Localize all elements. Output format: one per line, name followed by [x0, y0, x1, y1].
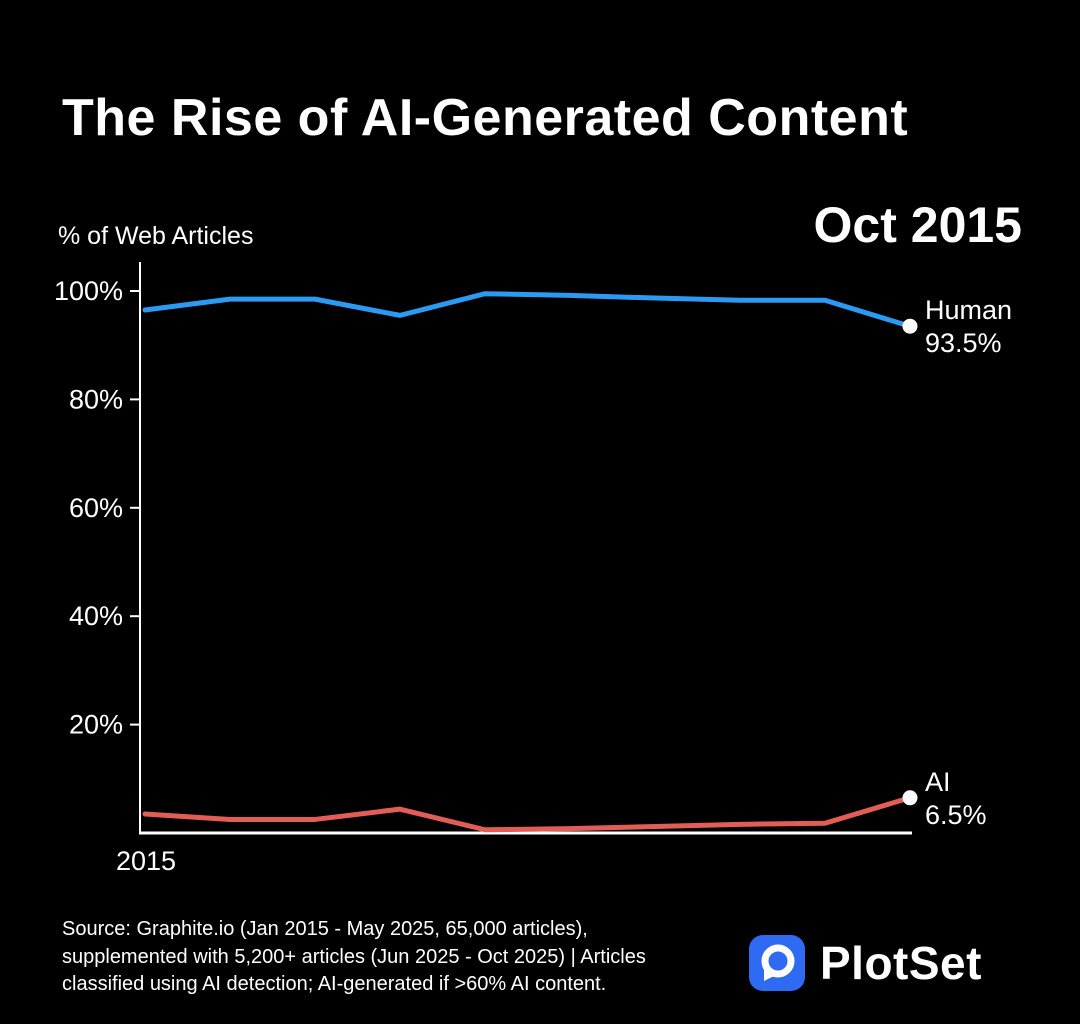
ai-series-label: AI 6.5%: [925, 766, 987, 832]
y-tick-label: 60%: [69, 493, 123, 523]
human-line: [142, 291, 913, 329]
source-line-1: Source: Graphite.io (Jan 2015 - May 2025…: [62, 918, 588, 940]
human-series-value: 93.5%: [925, 328, 1002, 358]
y-tick-label: 80%: [69, 384, 123, 414]
chart-title: The Rise of AI-Generated Content: [62, 89, 909, 147]
y-tick-label: 40%: [69, 601, 123, 631]
frame-date-label: Oct 2015: [813, 197, 1022, 253]
ai-end-dot: [902, 790, 918, 806]
ai-series-name: AI: [925, 767, 951, 797]
source-attribution: Source: Graphite.io (Jan 2015 - May 2025…: [62, 916, 646, 999]
source-line-2: supplemented with 5,200+ articles (Jun 2…: [62, 945, 646, 968]
ai-line: [142, 795, 913, 833]
human-series-name: Human: [925, 295, 1013, 325]
y-tick-label: 100%: [54, 276, 123, 306]
x-tick-label: 2015: [115, 846, 177, 876]
plotset-logo: PlotSet: [748, 934, 982, 992]
human-end-dot: [902, 318, 918, 334]
plotset-logo-icon: [749, 935, 805, 991]
plotset-logo-text: PlotSet: [820, 937, 982, 989]
y-axis-title: % of Web Articles: [58, 222, 254, 250]
ai-series-value: 6.5%: [925, 800, 987, 830]
human-series-label: Human 93.5%: [925, 294, 1012, 360]
y-tick-label: 20%: [69, 710, 123, 740]
source-line-3: classified using AI detection; AI-genera…: [62, 973, 607, 995]
